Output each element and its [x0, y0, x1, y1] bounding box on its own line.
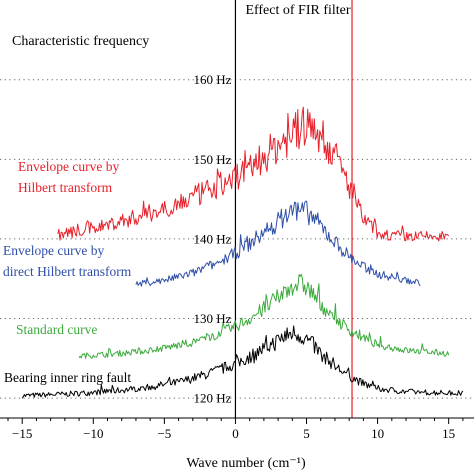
series-annotation: direct Hilbert transform	[3, 264, 132, 279]
reference-lines	[234, 0, 353, 418]
y-tick-label: 150 Hz	[194, 152, 232, 167]
x-axis-label: Wave number (cm⁻¹)	[186, 456, 306, 471]
series-line-envelope-curve-by-hilbert-transform	[57, 106, 450, 242]
series-annotation: Bearing inner ring fault	[4, 370, 131, 385]
series-annotation: Envelope curve by	[3, 243, 104, 258]
y-tick-labels: 120 Hz 130 Hz 140 Hz 150 Hz 160 Hz	[194, 72, 232, 405]
series-annotation: Standard curve	[16, 322, 97, 337]
x-tick-label: 5	[303, 426, 310, 441]
y-tick-label: 160 Hz	[194, 72, 232, 87]
series-line-standard-curve	[78, 273, 450, 359]
x-tick-label: 10	[371, 426, 384, 441]
series-annotation: Hilbert transform	[18, 180, 113, 195]
chart-title: Effect of FIR filter	[245, 3, 350, 18]
series-annotations: Envelope curve by Hilbert transform Envelo…	[3, 159, 132, 385]
series-annotation: Envelope curve by	[18, 159, 119, 174]
x-tick-label: −15	[12, 426, 32, 441]
series-line-bearing-inner-ring-fault	[21, 325, 464, 399]
y-tick-label: 120 Hz	[194, 391, 232, 406]
series-lines	[21, 106, 464, 399]
gridlines	[0, 79, 474, 399]
x-tick-label: −10	[83, 426, 103, 441]
series-line-envelope-curve-by-direct-hilbert-transform	[135, 200, 421, 287]
x-axis: −15 −10 −5 0 5 10 15	[0, 417, 474, 441]
x-tick-label: 15	[442, 426, 455, 441]
y-tick-label: 140 Hz	[194, 231, 232, 246]
x-tick-label: −5	[157, 426, 171, 441]
y-tick-label: 130 Hz	[194, 311, 232, 326]
corner-label: Characteristic frequency	[12, 34, 149, 49]
x-tick-label: 0	[232, 426, 239, 441]
